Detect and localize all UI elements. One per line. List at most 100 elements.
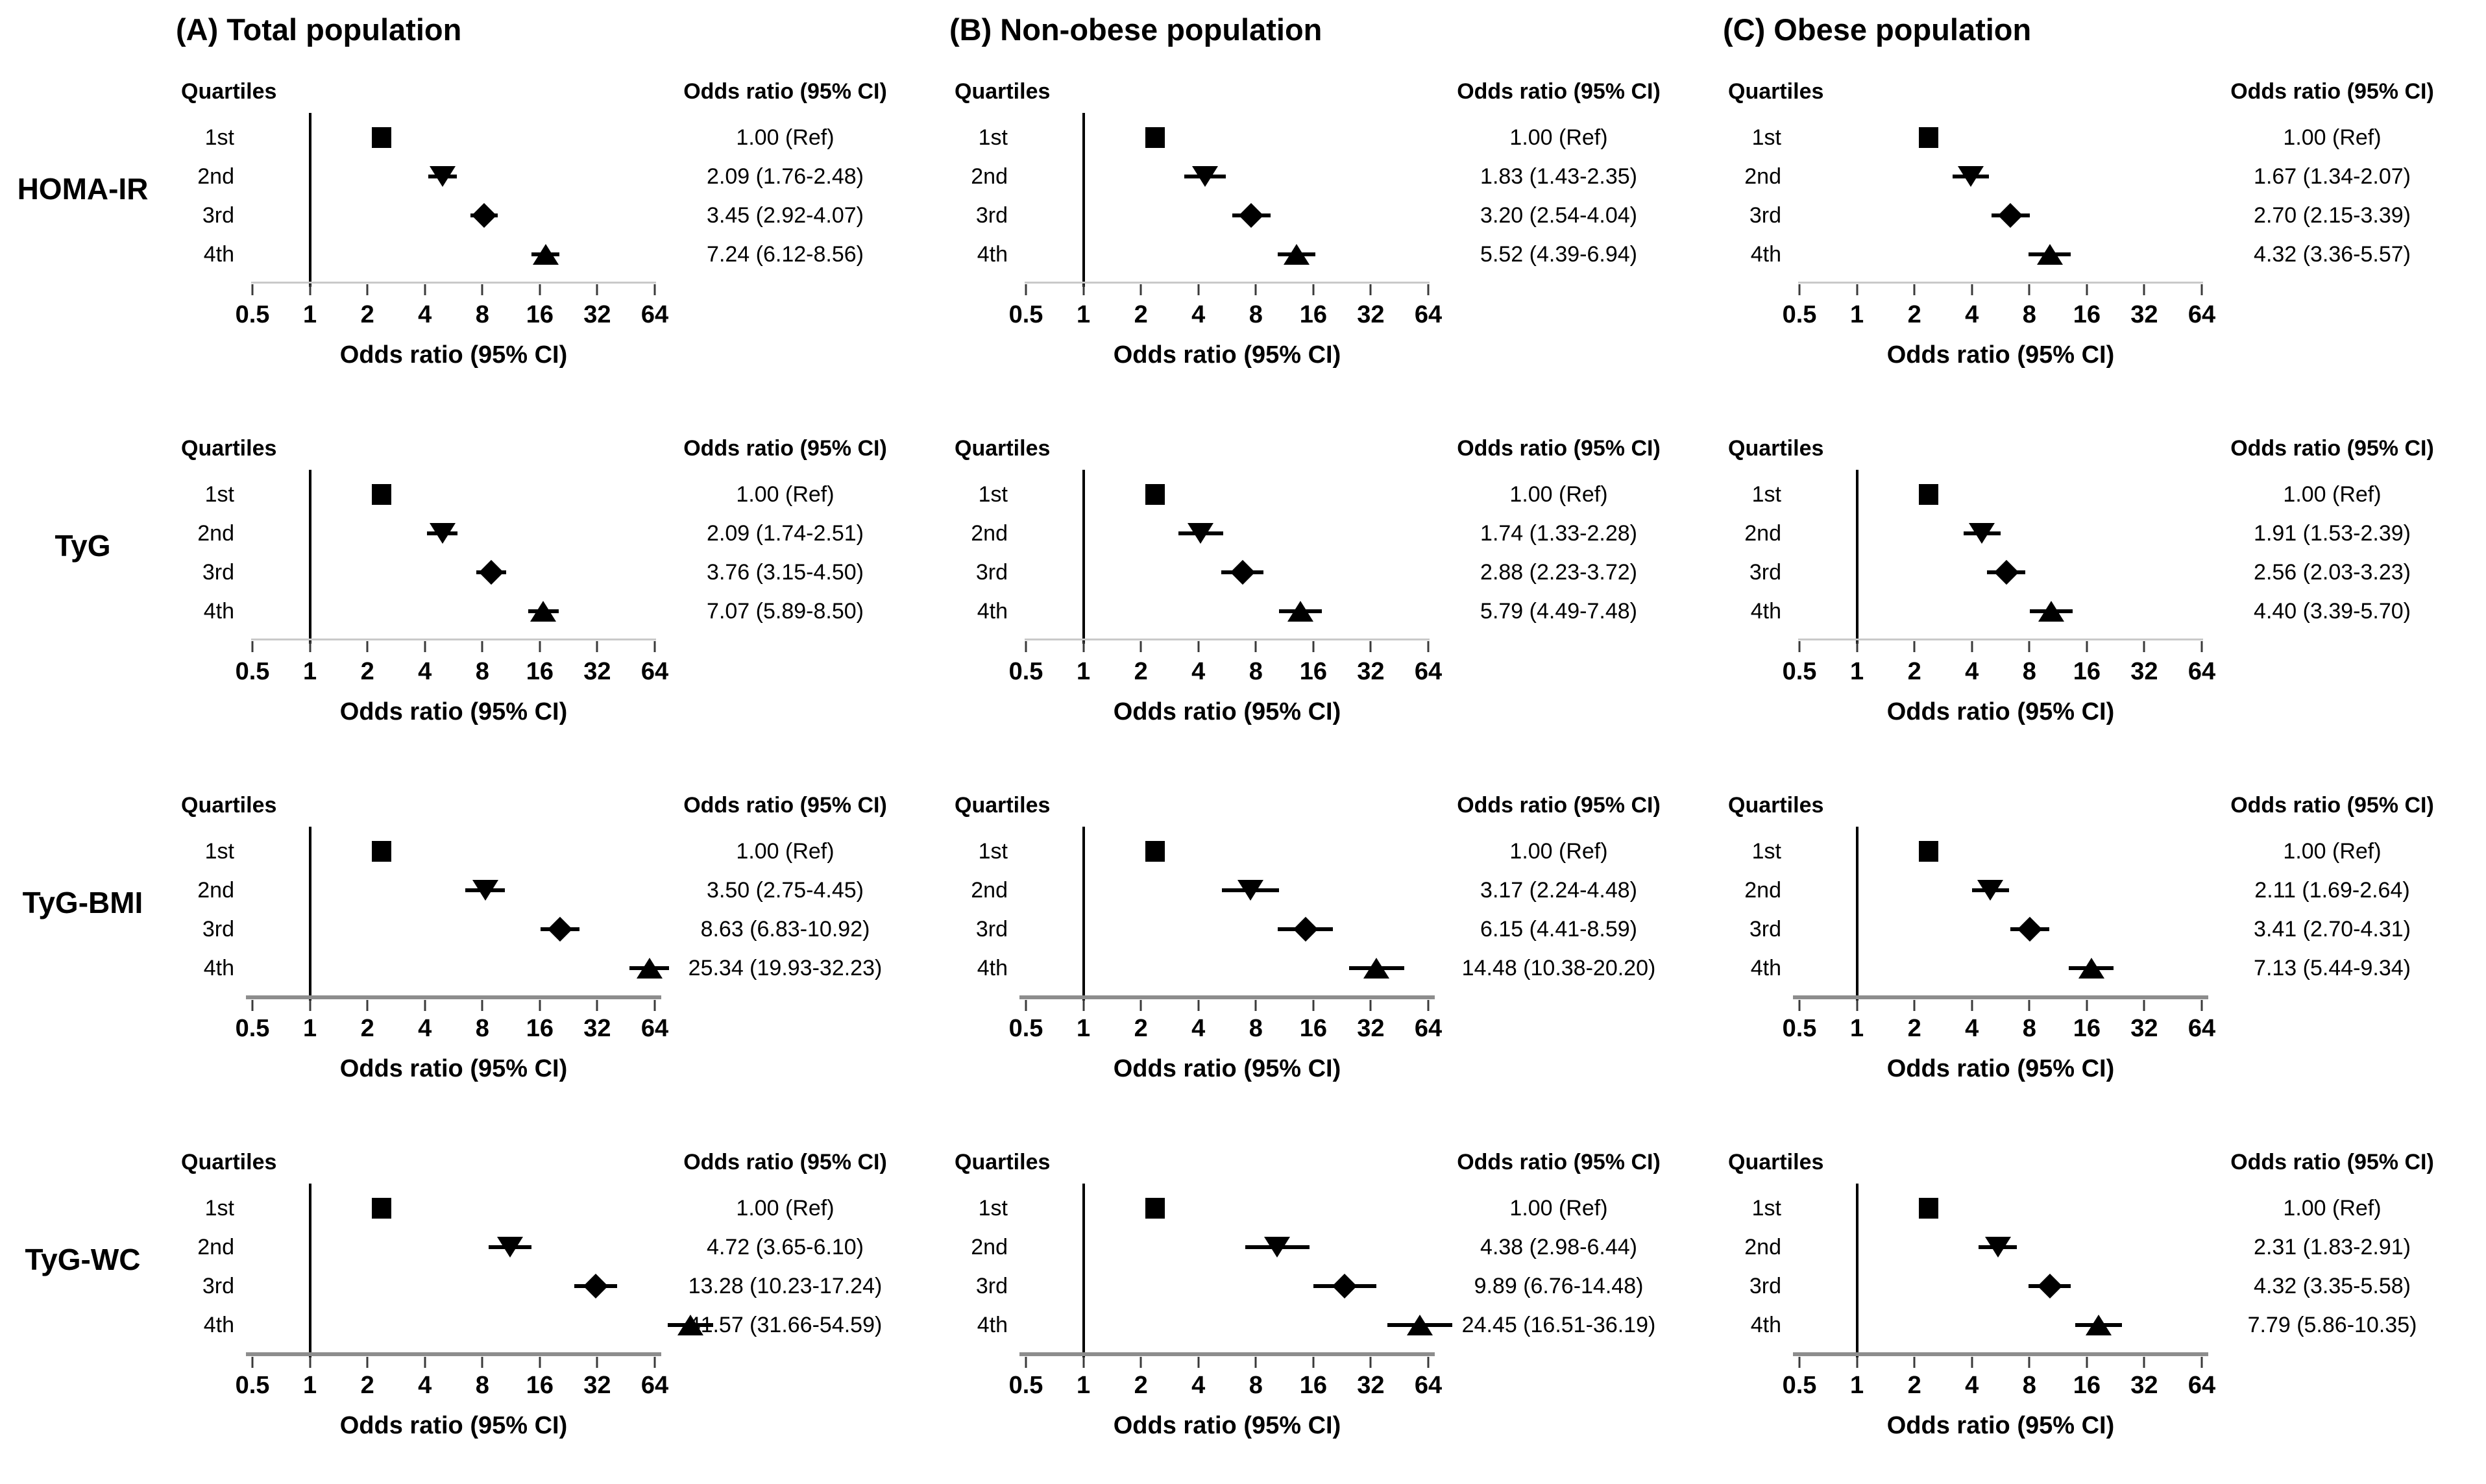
plot-row	[1799, 1189, 2202, 1228]
axis-tick	[424, 1357, 426, 1368]
plot-row	[1026, 235, 1428, 274]
axis-tick	[2200, 641, 2203, 652]
axis-tick-label: 16	[2073, 1372, 2101, 1399]
plot-row	[252, 157, 655, 196]
plot-row	[1799, 592, 2202, 631]
odds-ratio-header: Odds ratio (95% CI)	[1457, 436, 1661, 461]
axis-tick-label: 16	[2073, 1015, 2101, 1042]
axis-tick-label: 0.5	[235, 1372, 270, 1399]
forest-panel: Quartiles Odds ratio (95% CI) 1st 1.00 (R…	[1712, 1126, 2486, 1483]
forest-panel: Quartiles Odds ratio (95% CI) 1st 1.00 (R…	[165, 413, 939, 770]
odds-ratio-value: 2.09 (1.76-2.48)	[707, 164, 864, 189]
axis-tick	[309, 641, 311, 652]
quartile-label: 2nd	[197, 164, 234, 189]
axis-tick	[309, 1000, 311, 1011]
x-axis: Odds ratio (95% CI) 0.5 1 2 4 8 16 32 64	[1728, 282, 2486, 398]
quartile-label: 1st	[978, 125, 1008, 150]
axis-tick	[1139, 641, 1142, 652]
diamond-marker-icon	[1998, 202, 2023, 228]
column-titles-row: (A) Total population (B) Non-obese popul…	[0, 0, 2486, 56]
axis-tick-label: 64	[1414, 301, 1443, 328]
plot-row	[1026, 949, 1428, 988]
diamond-marker-icon	[478, 559, 504, 585]
axis-tick-label: 32	[1357, 658, 1385, 685]
odds-ratio-value: 7.79 (5.86-10.35)	[2247, 1312, 2417, 1337]
triangle-down-marker-icon	[1984, 1237, 2011, 1258]
axis-tick-label: 8	[1249, 301, 1263, 328]
odds-ratio-value: 8.63 (6.83-10.92)	[700, 916, 870, 942]
odds-ratio-value: 2.88 (2.23-3.72)	[1480, 559, 1637, 585]
axis-tick	[1856, 1357, 1858, 1368]
axis-tick-label: 0.5	[235, 1015, 270, 1042]
axis-tick-label: 8	[475, 658, 489, 685]
triangle-up-marker-icon	[636, 958, 663, 979]
triangle-up-marker-icon	[530, 601, 557, 622]
x-axis-line	[246, 995, 661, 999]
square-marker-icon	[371, 484, 391, 505]
axis-tick-label: 4	[418, 658, 432, 685]
quartile-label: 1st	[204, 1195, 234, 1221]
triangle-down-marker-icon	[1958, 166, 1984, 187]
x-axis: Odds ratio (95% CI) 0.5 1 2 4 8 16 32 64	[955, 639, 1712, 755]
reference-line	[1082, 1184, 1085, 1357]
x-axis-title: Odds ratio (95% CI)	[1886, 1055, 2115, 1082]
plot-row	[1026, 1267, 1428, 1306]
axis-tick	[1798, 284, 1801, 295]
axis-tick-label: 2	[360, 658, 374, 685]
plot-row	[1026, 1189, 1428, 1228]
forest-panel: Quartiles Odds ratio (95% CI) 1st 1.00 (R…	[1712, 770, 2486, 1126]
square-marker-icon	[1145, 1198, 1165, 1219]
axis-tick	[2143, 284, 2145, 295]
x-axis: Odds ratio (95% CI) 0.5 1 2 4 8 16 32 64	[181, 639, 939, 755]
square-marker-icon	[1918, 127, 1938, 148]
axis-tick	[1312, 1000, 1315, 1011]
odds-ratio-value: 14.48 (10.38-20.20)	[1461, 955, 1656, 980]
axis-tick	[1427, 1000, 1430, 1011]
triangle-down-marker-icon	[429, 166, 456, 187]
reference-line	[1855, 470, 1858, 644]
quartile-label: 3rd	[1749, 559, 1781, 585]
odds-ratio-value: 1.00 (Ref)	[736, 1195, 835, 1221]
plot-row	[1026, 1228, 1428, 1267]
triangle-down-marker-icon	[1188, 523, 1214, 544]
axis-tick	[2143, 1357, 2145, 1368]
axis-tick-label: 64	[640, 301, 669, 328]
plot-row	[1799, 910, 2202, 949]
x-axis: Odds ratio (95% CI) 0.5 1 2 4 8 16 32 64	[1728, 639, 2486, 755]
plot-area: 1st 1.00 (Ref) 2nd 4.38 (2.98-6.44) 3rd 9.89 …	[955, 1184, 1712, 1357]
quartile-label: 1st	[978, 1195, 1008, 1221]
plot-row	[1026, 553, 1428, 592]
odds-ratio-value: 2.09 (1.74-2.51)	[707, 520, 864, 546]
axis-tick	[1197, 1000, 1200, 1011]
quartile-label: 1st	[978, 481, 1008, 507]
axis-tick-label: 16	[2073, 658, 2101, 685]
forest-panel: Quartiles Odds ratio (95% CI) 1st 1.00 (R…	[939, 56, 1712, 413]
axis-tick	[1913, 1357, 1916, 1368]
odds-ratio-value: 1.00 (Ref)	[1509, 125, 1608, 150]
axis-tick-label: 2	[360, 301, 374, 328]
quartile-label: 1st	[204, 481, 234, 507]
x-axis-line	[1798, 639, 2203, 640]
axis-tick	[2086, 641, 2088, 652]
x-axis-title: Odds ratio (95% CI)	[339, 1412, 568, 1439]
quartile-label: 4th	[977, 955, 1008, 980]
triangle-up-marker-icon	[2038, 601, 2064, 622]
axis-tick-label: 8	[475, 1372, 489, 1399]
axis-tick	[2028, 284, 2030, 295]
square-marker-icon	[1145, 841, 1165, 862]
axis-tick-label: 8	[2022, 658, 2036, 685]
quartile-label: 4th	[977, 598, 1008, 624]
plot-row	[1799, 196, 2202, 235]
axis-tick-label: 8	[2022, 1015, 2036, 1042]
odds-ratio-value: 3.20 (2.54-4.04)	[1480, 202, 1637, 228]
triangle-down-marker-icon	[496, 1237, 523, 1258]
plot-row	[252, 1189, 655, 1228]
axis-tick-label: 0.5	[235, 301, 270, 328]
axis-tick-label: 8	[1249, 658, 1263, 685]
plot-row	[252, 871, 655, 910]
plot-area: 1st 1.00 (Ref) 2nd 2.09 (1.74-2.51) 3rd 3.76 …	[181, 470, 939, 644]
plot-row	[252, 235, 655, 274]
row-label-tyg-bmi: TyG-BMI	[22, 886, 143, 919]
axis-tick-label: 2	[1907, 1015, 1921, 1042]
diamond-marker-icon	[1230, 559, 1255, 585]
